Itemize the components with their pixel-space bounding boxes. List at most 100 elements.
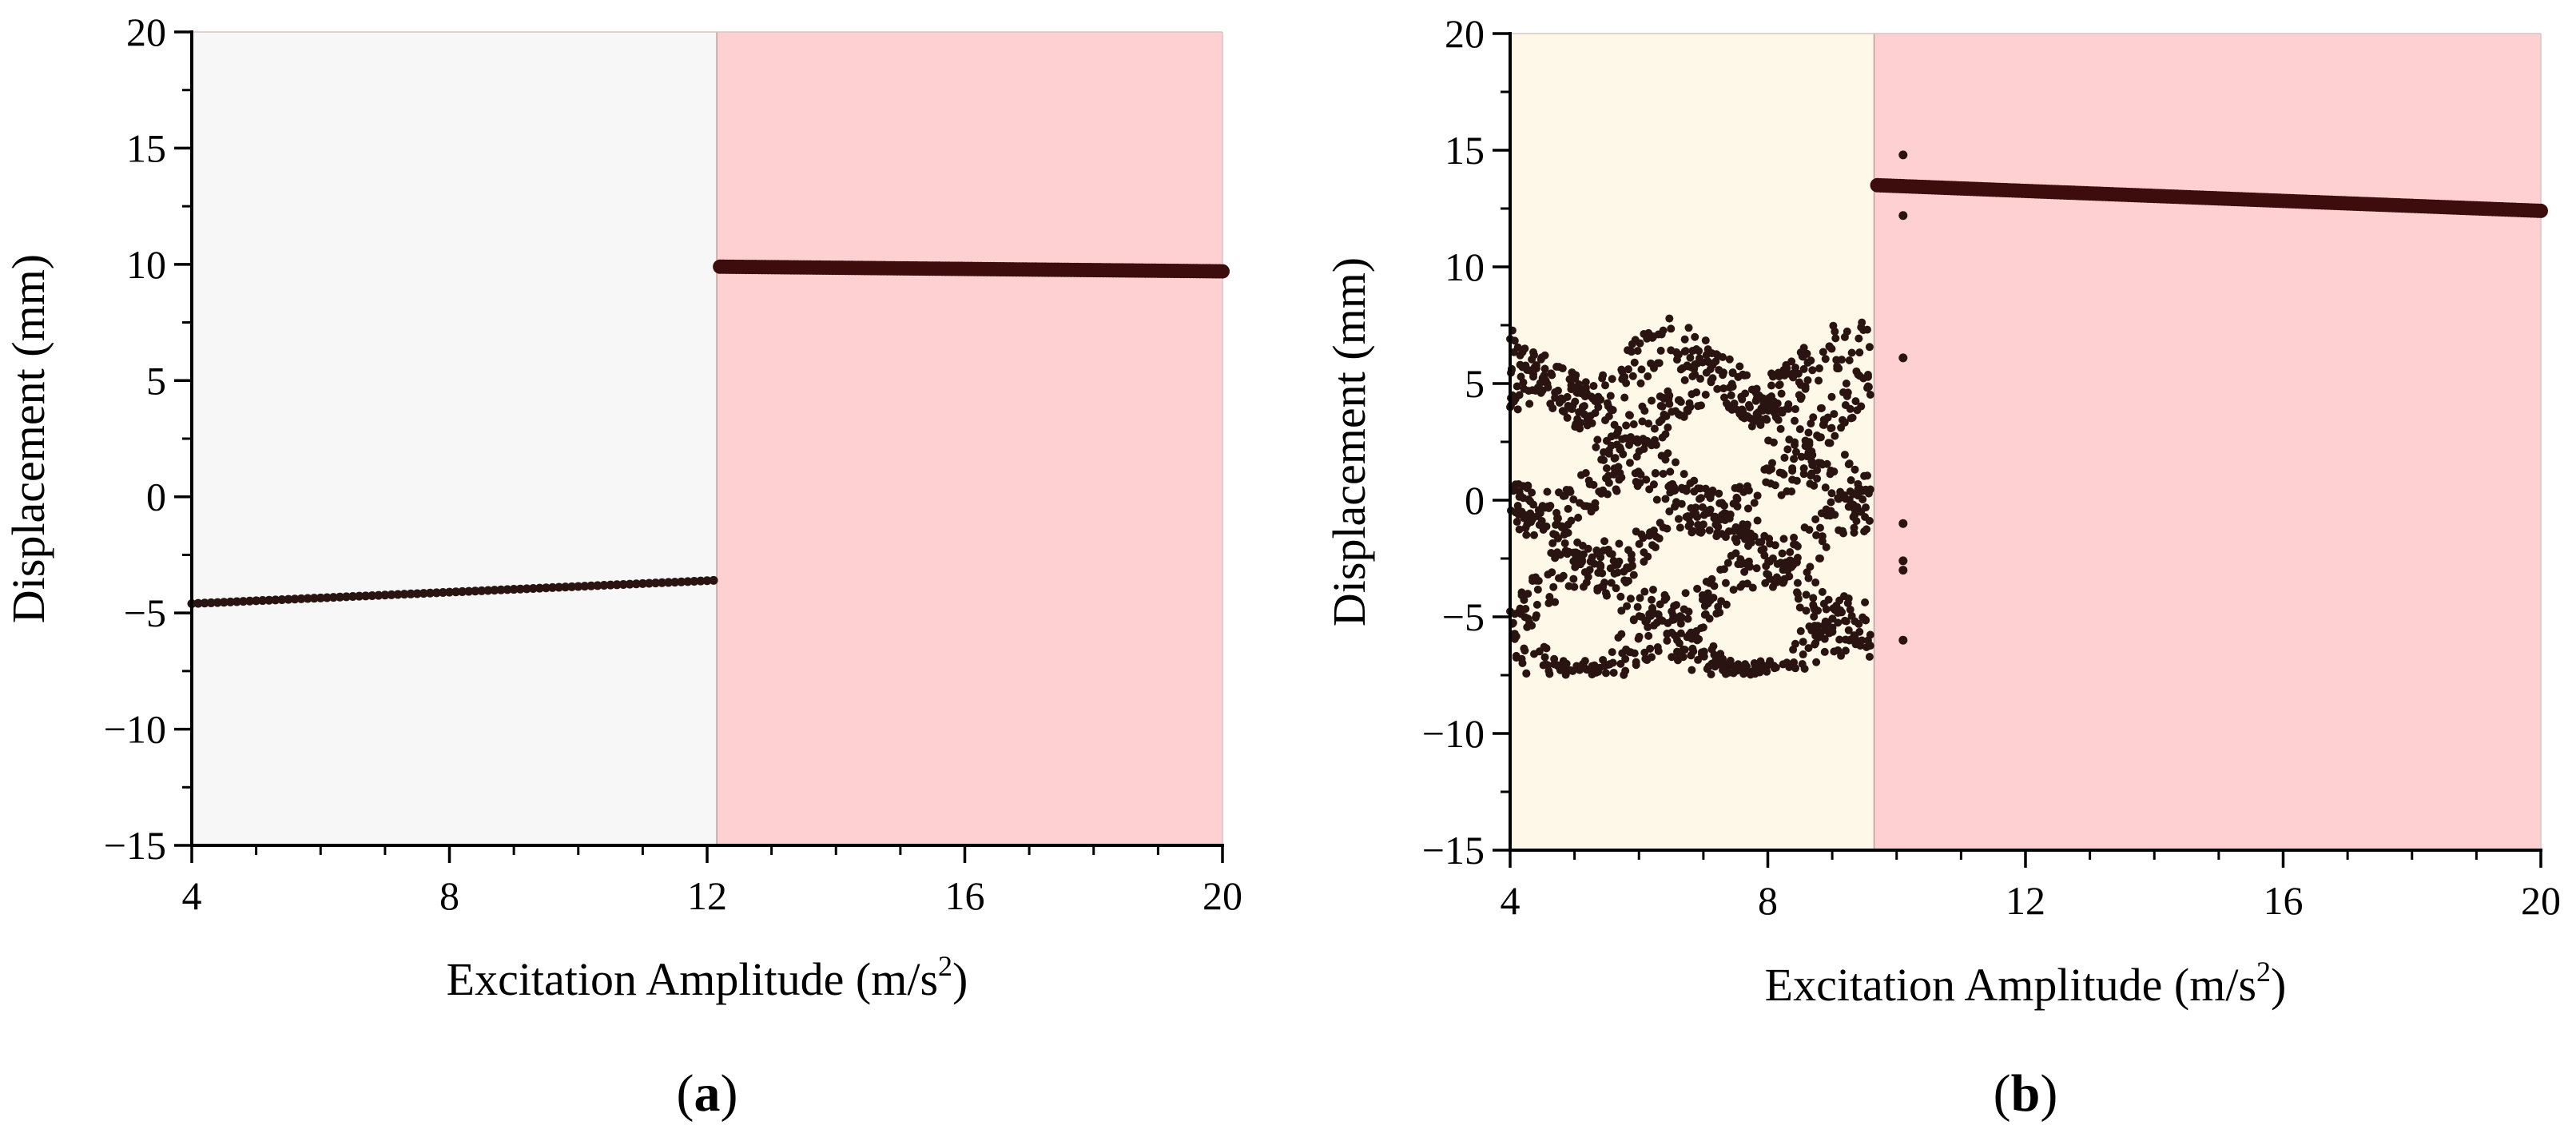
data-point (1545, 592, 1554, 601)
data-point (1804, 428, 1813, 437)
data-point (1898, 566, 1908, 575)
data-point (1536, 509, 1544, 518)
data-point (1652, 440, 1660, 449)
data-point (1769, 438, 1778, 447)
data-point (1811, 515, 1820, 523)
data-point (1791, 438, 1799, 447)
data-point (1862, 325, 1871, 334)
data-point (1807, 419, 1815, 428)
data-point (1691, 503, 1700, 512)
data-point (1521, 344, 1529, 353)
data-point (574, 582, 583, 591)
data-point (1624, 365, 1633, 374)
data-point (1549, 582, 1558, 591)
data-point (1842, 617, 1851, 626)
data-point (1676, 619, 1685, 628)
data-point (1708, 374, 1717, 383)
data-point (1576, 418, 1585, 427)
data-point (1816, 433, 1825, 442)
data-point (1719, 654, 1727, 663)
data-point (1661, 455, 1670, 464)
data-point (1858, 318, 1866, 327)
data-point (1866, 485, 1874, 494)
y-tick-label: 0 (1465, 478, 1485, 523)
data-point (1800, 665, 1809, 674)
data-point (1607, 578, 1616, 587)
data-point (1608, 406, 1617, 415)
data-point (1529, 500, 1538, 509)
data-point (1743, 520, 1752, 529)
data-point (1661, 495, 1670, 503)
data-point (1709, 594, 1718, 602)
data-point (1821, 355, 1830, 364)
data-point (677, 577, 686, 586)
data-point (1784, 400, 1793, 409)
data-point (1822, 543, 1831, 551)
data-point (1788, 467, 1797, 475)
data-point (1771, 481, 1779, 490)
data-point (1545, 670, 1554, 678)
y-axis-label: Displacement (mm) (1323, 257, 1375, 626)
data-point (1863, 371, 1872, 380)
data-point (1513, 518, 1521, 527)
data-point (1745, 563, 1754, 571)
x-tick-label: 16 (2264, 878, 2304, 923)
data-point (1600, 578, 1609, 587)
data-point (515, 584, 525, 594)
data-point (1699, 623, 1707, 632)
region-high (717, 32, 1222, 845)
data-point (593, 581, 602, 590)
data-point (277, 594, 287, 604)
data-point (1827, 489, 1836, 498)
data-point (1719, 353, 1727, 362)
data-point (1846, 605, 1854, 614)
data-point (1898, 150, 1908, 160)
data-point (1624, 576, 1633, 585)
data-point (431, 588, 441, 598)
data-point (1808, 461, 1817, 470)
data-point (1858, 636, 1866, 645)
data-point (1744, 486, 1753, 495)
data-point (1632, 658, 1640, 666)
data-point (709, 575, 718, 585)
data-point (1898, 635, 1908, 645)
data-point (1644, 622, 1652, 631)
data-point (1812, 531, 1821, 539)
data-point (1763, 415, 1771, 424)
data-point (1741, 535, 1750, 543)
y-tick-label: 5 (146, 358, 166, 403)
data-point (1608, 550, 1616, 559)
data-point (1662, 411, 1671, 420)
data-point (1847, 476, 1855, 485)
data-point (1843, 327, 1851, 336)
data-point (1691, 332, 1699, 341)
data-point (1820, 647, 1829, 656)
data-point (1602, 591, 1611, 600)
data-point (612, 580, 622, 590)
data-point (1617, 630, 1626, 638)
data-point (1620, 372, 1629, 381)
data-point (1699, 647, 1708, 656)
data-point (1529, 351, 1538, 360)
data-point (1648, 585, 1657, 594)
data-point (1636, 470, 1645, 479)
data-point (1799, 464, 1808, 473)
data-point (1815, 523, 1824, 532)
data-point (1865, 343, 1874, 352)
data-point (1733, 495, 1742, 503)
data-point (1649, 480, 1658, 489)
y-tick-label: −15 (1422, 828, 1485, 873)
data-point (1562, 659, 1571, 668)
data-point (1665, 507, 1674, 516)
data-point (1696, 494, 1705, 503)
data-point (1827, 498, 1835, 507)
data-point (1835, 364, 1843, 373)
data-point (1663, 636, 1672, 645)
data-point (1537, 516, 1546, 525)
data-point (1630, 358, 1639, 367)
data-point (1735, 362, 1744, 371)
data-point (1525, 400, 1534, 408)
data-point (1599, 655, 1608, 664)
y-tick-label: −10 (104, 707, 166, 752)
